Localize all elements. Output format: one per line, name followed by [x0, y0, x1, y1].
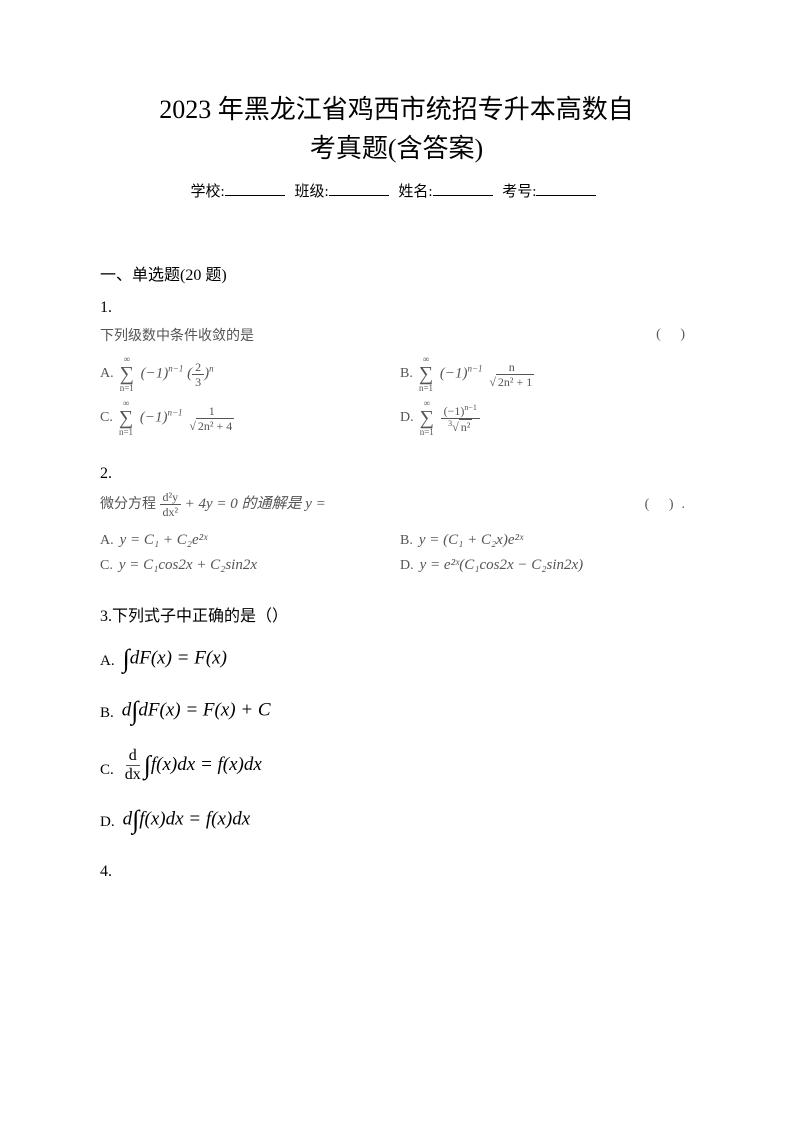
- q3-num: 3.: [100, 608, 112, 625]
- q1-opt-a: A. ∞∑n=1 (−1)n−1 (23)n: [100, 355, 400, 393]
- q2-d-math: y = e²ˣ(C₁cos2x − C₂sin2x): [420, 557, 584, 574]
- info-line: 学校: 班级: 姓名: 考号:: [100, 180, 693, 201]
- class-blank[interactable]: [329, 195, 389, 196]
- title-line2: 考真题(含答案): [100, 129, 693, 168]
- question-1: 1. 下列级数中条件收敛的是 ( ) A. ∞∑n=1 (−1)n−1 (23)…: [100, 299, 693, 437]
- section-header: 一、单选题(20 题): [100, 261, 693, 285]
- id-blank[interactable]: [536, 195, 596, 196]
- question-4: 4.: [100, 863, 693, 881]
- q2-a-math: y = C₁ + C₂e²ˣ: [120, 532, 208, 549]
- q2-num: 2.: [100, 465, 693, 483]
- q2-row1: A. y = C₁ + C₂e²ˣ B. y = (C₁ + C₂x)e²ˣ: [100, 532, 693, 549]
- q1-c-math: ∞∑n=1 (−1)n−1 1√2n² + 4: [119, 399, 237, 437]
- q3-opt-a: A. ∫dF(x) = F(x): [100, 644, 693, 674]
- q2-c-math: y = C₁cos2x + C₂sin2x: [119, 557, 257, 574]
- q2-opt-d: D. y = e²ˣ(C₁cos2x − C₂sin2x): [400, 557, 583, 574]
- q3-opt-b: B. d∫dF(x) = F(x) + C: [100, 696, 693, 726]
- q3-b-label: B.: [100, 705, 114, 726]
- q3-stem: 3.下列式子中正确的是（）: [100, 602, 693, 626]
- q1-a-label: A.: [100, 366, 114, 382]
- q3-a-math: ∫dF(x) = F(x): [123, 644, 227, 674]
- q2-d-label: D.: [400, 558, 414, 574]
- q3-opt-d: D. d∫f(x)dx = f(x)dx: [100, 805, 693, 835]
- q2-b-math: y = (C₁ + C₂x)e²ˣ: [419, 532, 523, 549]
- q2-a-label: A.: [100, 533, 114, 549]
- q1-opt-b: B. ∞∑n=1 (−1)n−1 n√2n² + 1: [400, 355, 537, 393]
- q2-opt-c: C. y = C₁cos2x + C₂sin2x: [100, 557, 400, 574]
- class-label: 班级:: [294, 184, 328, 200]
- q4-num: 4.: [100, 863, 693, 881]
- q3-c-math: ddx∫f(x)dx = f(x)dx: [122, 748, 262, 783]
- q3-c-label: C.: [100, 762, 114, 783]
- q1-a-math: ∞∑n=1 (−1)n−1 (23)n: [120, 355, 214, 393]
- q1-d-math: ∞∑n=1 (−1)n−13√n²: [420, 399, 480, 437]
- q3-stem-text: 下列式子中正确的是（）: [112, 608, 288, 625]
- q1-stem-text: 下列级数中条件收敛的是: [100, 325, 254, 345]
- q2-b-label: B.: [400, 533, 413, 549]
- q1-d-label: D.: [400, 410, 414, 426]
- school-label: 学校:: [191, 184, 225, 200]
- q3-d-label: D.: [100, 814, 115, 835]
- q1-row2: C. ∞∑n=1 (−1)n−1 1√2n² + 4 D. ∞∑n=1 (−1)…: [100, 399, 693, 437]
- q2-stem: 微分方程 d²ydx² + 4y = 0 的通解是 y = ( ).: [100, 491, 693, 518]
- q2-opt-b: B. y = (C₁ + C₂x)e²ˣ: [400, 532, 523, 549]
- q1-num: 1.: [100, 299, 693, 317]
- q1-row1: A. ∞∑n=1 (−1)n−1 (23)n B. ∞∑n=1 (−1)n−1 …: [100, 355, 693, 393]
- name-label: 姓名:: [398, 184, 432, 200]
- q1-stem: 下列级数中条件收敛的是 ( ): [100, 325, 693, 345]
- q2-paren: ( ).: [645, 497, 693, 513]
- q3-a-label: A.: [100, 653, 115, 674]
- page-title: 2023 年黑龙江省鸡西市统招专升本高数自 考真题(含答案): [100, 90, 693, 168]
- q3-b-math: d∫dF(x) = F(x) + C: [122, 696, 271, 726]
- q1-b-label: B.: [400, 366, 413, 382]
- q3-d-math: d∫f(x)dx = f(x)dx: [123, 805, 251, 835]
- q3-opt-c: C. ddx∫f(x)dx = f(x)dx: [100, 748, 693, 783]
- q2-row2: C. y = C₁cos2x + C₂sin2x D. y = e²ˣ(C₁co…: [100, 557, 693, 574]
- question-3: 3.下列式子中正确的是（） A. ∫dF(x) = F(x) B. d∫dF(x…: [100, 602, 693, 835]
- q2-opt-a: A. y = C₁ + C₂e²ˣ: [100, 532, 400, 549]
- q1-paren: ( ): [656, 327, 693, 343]
- name-blank[interactable]: [433, 195, 493, 196]
- id-label: 考号:: [502, 184, 536, 200]
- q1-opt-d: D. ∞∑n=1 (−1)n−13√n²: [400, 399, 480, 437]
- q1-b-math: ∞∑n=1 (−1)n−1 n√2n² + 1: [419, 355, 537, 393]
- q1-c-label: C.: [100, 410, 113, 426]
- q2-stem-content: 微分方程 d²ydx² + 4y = 0 的通解是 y =: [100, 491, 326, 518]
- question-2: 2. 微分方程 d²ydx² + 4y = 0 的通解是 y = ( ). A.…: [100, 465, 693, 574]
- q1-opt-c: C. ∞∑n=1 (−1)n−1 1√2n² + 4: [100, 399, 400, 437]
- school-blank[interactable]: [225, 195, 285, 196]
- title-line1: 2023 年黑龙江省鸡西市统招专升本高数自: [100, 90, 693, 129]
- q2-c-label: C.: [100, 558, 113, 574]
